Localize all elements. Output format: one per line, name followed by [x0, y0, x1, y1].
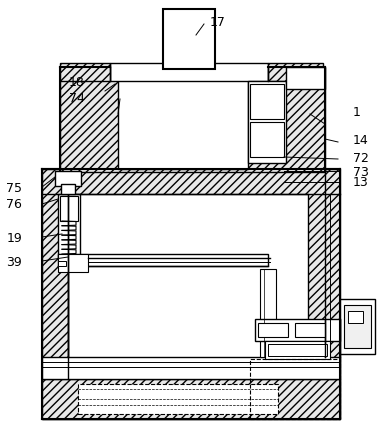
Bar [58, 255, 268, 266]
Bar [60, 64, 110, 82]
Text: 72: 72 [353, 151, 369, 164]
Bar [55, 172, 81, 187]
Bar [61, 184, 75, 194]
Text: 18: 18 [69, 76, 85, 89]
Bar [250, 85, 284, 120]
Bar [42, 169, 340, 419]
Bar [42, 357, 340, 379]
Bar [255, 319, 340, 341]
Bar [268, 64, 323, 82]
Bar [58, 194, 80, 259]
Text: 75: 75 [6, 181, 22, 194]
Text: 19: 19 [6, 231, 22, 244]
Bar [250, 123, 284, 158]
Bar [163, 10, 215, 70]
Text: 14: 14 [353, 133, 369, 146]
Bar [58, 255, 88, 272]
Text: 39: 39 [6, 255, 22, 268]
Bar [260, 269, 276, 357]
Bar [286, 68, 325, 90]
Bar [250, 359, 340, 419]
Bar [344, 305, 371, 348]
Bar [348, 311, 363, 323]
Text: 17: 17 [210, 15, 226, 28]
Bar [58, 261, 66, 266]
Bar [68, 194, 308, 394]
Text: 1: 1 [353, 105, 361, 118]
Bar [268, 344, 327, 356]
Bar [60, 197, 78, 221]
Bar [42, 379, 340, 419]
Bar [248, 82, 286, 164]
Bar [118, 80, 248, 169]
Bar [78, 384, 278, 414]
Text: 73: 73 [353, 165, 369, 178]
Bar [110, 64, 268, 82]
Bar [265, 341, 330, 359]
Bar [340, 299, 375, 354]
Text: 13: 13 [353, 176, 369, 189]
Bar [258, 323, 288, 337]
Text: 74: 74 [69, 91, 85, 104]
Bar [295, 323, 325, 337]
Bar [60, 68, 325, 172]
Text: 76: 76 [6, 198, 22, 211]
